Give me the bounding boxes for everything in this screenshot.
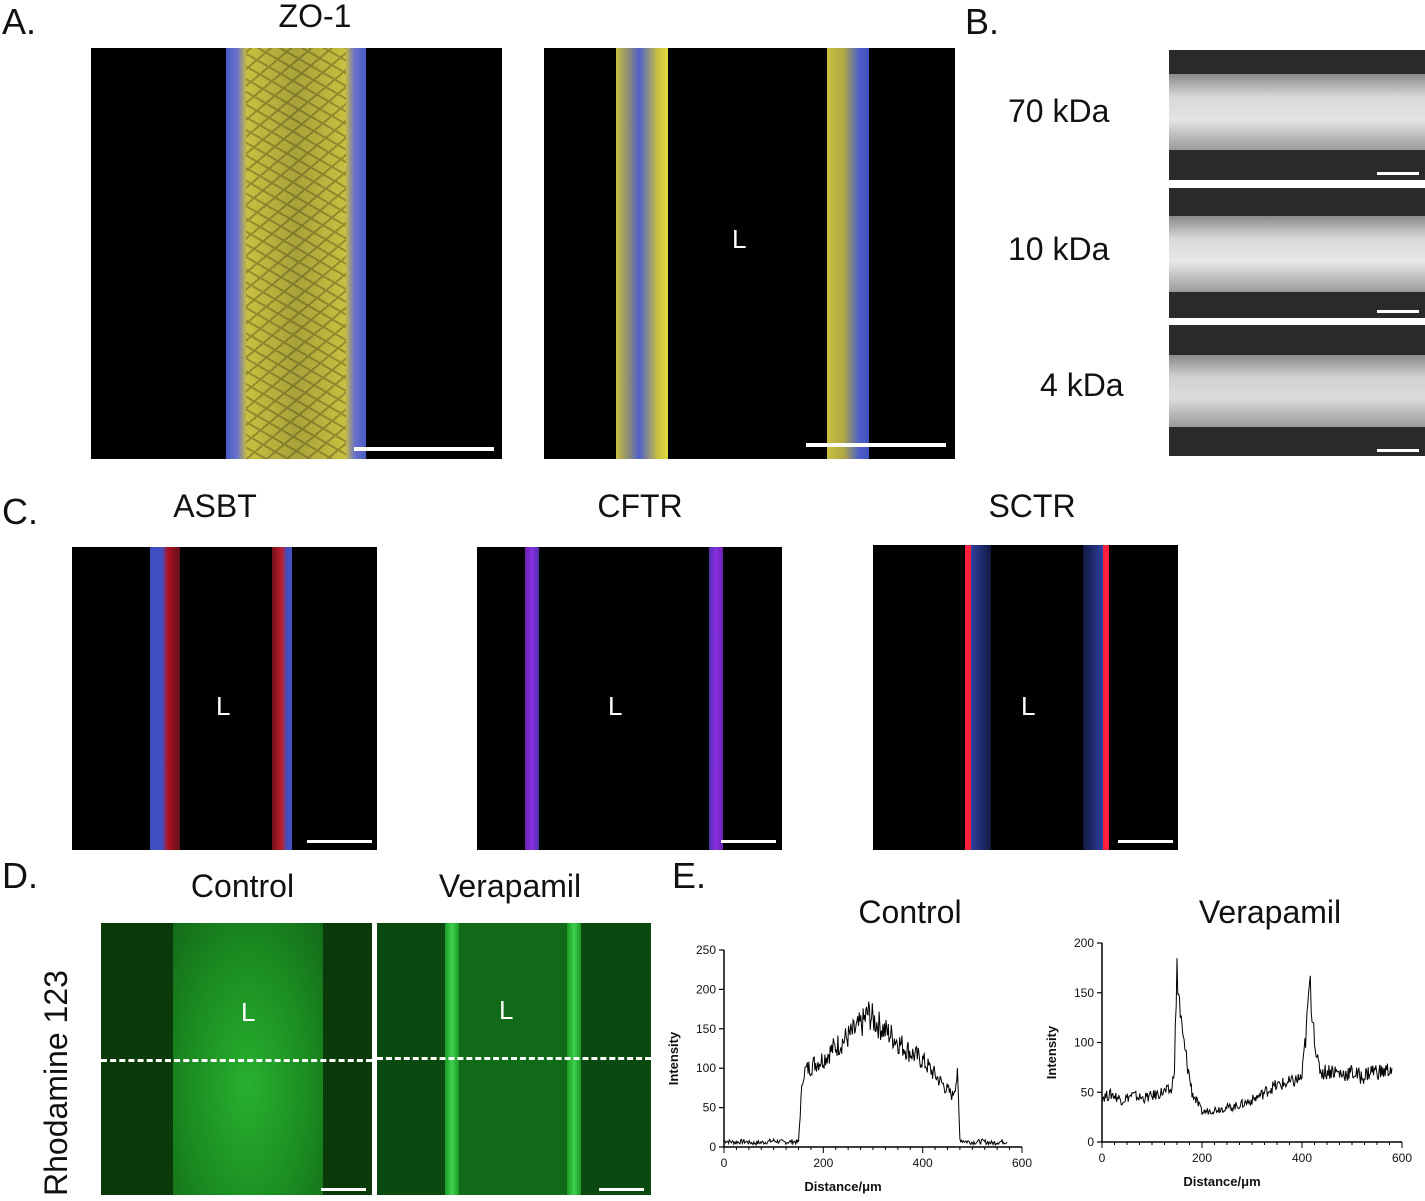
y-tick-label: 50: [703, 1101, 717, 1115]
panel-label-b: B.: [965, 1, 1000, 42]
panel-label-d: D.: [2, 855, 38, 896]
scale-bar: [599, 1188, 644, 1191]
y-tick-label: 200: [696, 982, 716, 996]
x-tick-label: 200: [813, 1156, 833, 1170]
kda-label-4: 4 kDa: [1040, 367, 1124, 403]
y-tick-label: 150: [1074, 986, 1094, 1000]
intensity-trace: [1101, 958, 1393, 1116]
zo1-section-image: L: [544, 48, 955, 459]
sctr-image: L: [873, 545, 1178, 850]
scale-bar: [354, 447, 494, 451]
y-tick-label: 200: [1074, 936, 1094, 950]
x-tick-label: 200: [1192, 1151, 1212, 1165]
cftr-image: L: [477, 547, 782, 850]
rhodamine-verapamil-image: L: [377, 923, 651, 1195]
zo1-image-surface: [91, 48, 502, 459]
scale-bar: [721, 840, 776, 843]
y-tick-label: 150: [696, 1022, 716, 1036]
scale-bar: [1377, 310, 1419, 313]
sctr-title: SCTR: [988, 488, 1076, 524]
dextran-4kda-image: [1169, 325, 1425, 456]
lumen-label: L: [1021, 691, 1036, 721]
panel-label-e: E.: [672, 855, 707, 896]
rhodamine-ylabel: Rhodamine 123: [38, 970, 74, 1196]
intensity-trace: [723, 1001, 1008, 1147]
y-tick-label: 0: [1087, 1135, 1094, 1149]
panel-label-a: A.: [2, 1, 37, 42]
scale-bar: [1377, 449, 1419, 452]
x-tick-label: 400: [1292, 1151, 1312, 1165]
verapamil-title: Verapamil: [438, 868, 582, 904]
rhodamine-control-image: L: [101, 923, 372, 1195]
y-tick-label: 100: [1074, 1036, 1094, 1050]
lumen-label: L: [732, 224, 747, 254]
x-tick-label: 0: [721, 1156, 728, 1170]
y-tick-label: 50: [1081, 1085, 1095, 1099]
lumen-label: L: [241, 997, 256, 1027]
asbt-image: L: [72, 547, 377, 850]
kda-label-70: 70 kDa: [1008, 93, 1110, 129]
x-axis-label: Distance/μm: [804, 1179, 881, 1194]
y-tick-label: 100: [696, 1061, 716, 1075]
scale-bar: [307, 840, 372, 843]
control-intensity-chart: Control 0 50 100 150 200 250 0 200 400 600 Distance…: [666, 894, 1032, 1194]
lumen-label: L: [608, 691, 623, 721]
x-tick-label: 600: [1392, 1151, 1412, 1165]
cftr-title: CFTR: [597, 488, 683, 524]
profile-line: [101, 1059, 372, 1062]
y-tick-label: 250: [696, 943, 716, 957]
y-axis-label: Intensity: [666, 1031, 681, 1085]
x-tick-label: 600: [1012, 1156, 1032, 1170]
lumen-label: L: [499, 995, 514, 1025]
profile-line: [377, 1057, 651, 1060]
kda-label-10: 10 kDa: [1008, 231, 1110, 267]
dextran-70kda-image: [1169, 50, 1425, 180]
dextran-10kda-image: [1169, 188, 1425, 318]
verapamil-intensity-chart: Verapamil 0 50 100 150 200 0 200 400 600 Distance/…: [1044, 894, 1412, 1189]
x-tick-label: 400: [913, 1156, 933, 1170]
panel-a-title: ZO-1: [278, 0, 352, 34]
panel-label-c: C.: [2, 491, 38, 532]
scale-bar: [1118, 840, 1173, 843]
scale-bar: [806, 443, 946, 447]
lumen-label: L: [216, 691, 231, 721]
chart-title: Control: [858, 894, 961, 930]
y-axis-label: Intensity: [1044, 1025, 1059, 1079]
scale-bar: [1377, 172, 1419, 175]
chart-title: Verapamil: [1199, 894, 1341, 930]
scale-bar: [321, 1188, 366, 1191]
x-axis-label: Distance/μm: [1183, 1174, 1260, 1189]
x-tick-label: 0: [1099, 1151, 1106, 1165]
y-tick-label: 0: [709, 1140, 716, 1154]
asbt-title: ASBT: [173, 488, 257, 524]
control-title: Control: [190, 868, 295, 904]
